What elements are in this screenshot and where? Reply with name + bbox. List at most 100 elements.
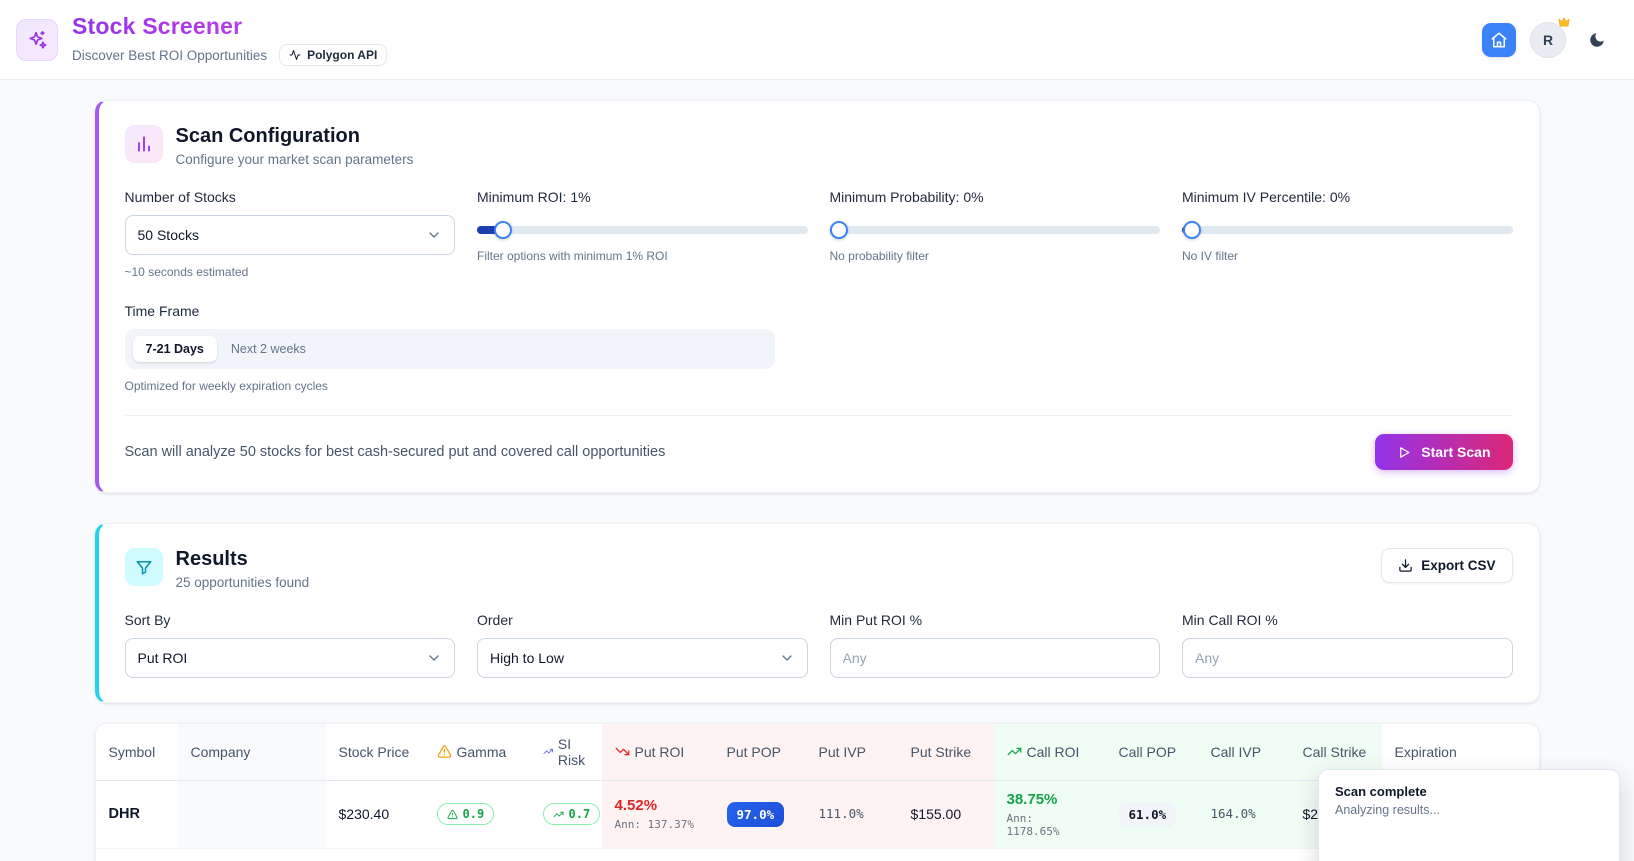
home-icon	[1491, 32, 1507, 47]
sort-by-label: Sort By	[124, 612, 171, 628]
col-header-put-pop: Put POP	[713, 724, 806, 781]
min-iv-slider-track[interactable]	[1182, 221, 1513, 239]
trending-down-icon	[615, 748, 629, 756]
warning-triangle-icon	[446, 809, 458, 819]
timeframe-hint: Optimized for weekly expiration cycles	[124, 379, 328, 393]
stocks-label: Number of Stocks	[124, 189, 236, 205]
results-header: Results 25 opportunities found Export CS…	[124, 548, 1513, 590]
timeframe-section: Time Frame 7-21 Days Next 2 weeks Optimi…	[124, 303, 1513, 393]
results-table: Symbol Company Stock Price Gamma SI Risk	[95, 724, 1539, 849]
scan-card-subtitle: Configure your market scan parameters	[175, 152, 414, 167]
call-roi-value: 38.75%	[1006, 790, 1058, 808]
order-select[interactable]: High to Low	[477, 638, 808, 678]
si-risk-badge: 0.7	[542, 803, 601, 825]
min-probability-label: Minimum Probability: 0%	[829, 189, 984, 205]
col-header-put-roi: Put ROI	[601, 724, 714, 781]
col-header-gamma: Gamma	[423, 724, 530, 781]
avatar[interactable]: R	[1530, 17, 1570, 58]
filter-order: Order High to Low	[477, 612, 808, 678]
call-roi-annualized: Ann: 1178.65%	[1006, 811, 1060, 838]
stocks-hint: ~10 seconds estimated	[124, 265, 249, 279]
play-icon	[1400, 446, 1410, 458]
avatar-initial: R	[1542, 31, 1554, 48]
start-scan-label: Start Scan	[1421, 444, 1491, 460]
min-roi-slider[interactable]	[477, 221, 808, 239]
put-roi-value: 4.52%	[614, 797, 658, 814]
crown-icon	[1557, 15, 1571, 32]
cell-put-strike: $155.00	[897, 780, 994, 849]
warning-triangle-icon	[437, 745, 451, 758]
col-header-call-ivp: Call IVP	[1197, 724, 1290, 781]
toast-title: Scan complete	[1335, 784, 1427, 799]
subtitle-row: Discover Best ROI Opportunities Polygon …	[72, 44, 388, 66]
put-roi-annualized: Ann: 137.37%	[614, 818, 694, 831]
cell-symbol: DHR	[95, 780, 178, 849]
min-roi-hint: Filter options with minimum 1% ROI	[477, 249, 668, 263]
trending-up-icon	[542, 749, 553, 755]
dark-mode-toggle[interactable]	[1580, 23, 1614, 57]
min-iv-label: Minimum IV Percentile: 0%	[1182, 189, 1351, 205]
app-header: Stock Screener Discover Best ROI Opportu…	[0, 0, 1634, 80]
gamma-badge: 0.9	[436, 803, 495, 825]
min-roi-slider-track[interactable]	[477, 221, 808, 239]
toast-notification[interactable]: Scan complete Analyzing results...	[1318, 769, 1620, 861]
table-header-row: Symbol Company Stock Price Gamma SI Risk	[95, 724, 1539, 781]
cell-call-pop: 61.0%	[1105, 780, 1198, 849]
put-pop-badge: 97.0%	[726, 801, 785, 827]
activity-icon	[289, 50, 301, 60]
min-probability-slider[interactable]	[829, 221, 1160, 239]
min-iv-slider-thumb[interactable]	[1182, 221, 1201, 239]
moon-icon	[1590, 32, 1604, 47]
min-call-roi-label: Min Call ROI %	[1182, 612, 1278, 628]
min-roi-slider-thumb[interactable]	[494, 221, 513, 239]
start-scan-button[interactable]: Start Scan	[1375, 434, 1513, 470]
sort-by-select[interactable]: Put ROI	[124, 638, 455, 678]
table-row[interactable]: DHR $230.40 0.9 0.7	[95, 780, 1539, 849]
cell-put-pop: 97.0%	[713, 780, 806, 849]
col-header-si-risk: SI Risk	[529, 724, 602, 781]
min-probability-hint: No probability filter	[829, 249, 929, 263]
min-roi-slider-fill	[477, 226, 504, 234]
min-iv-slider[interactable]	[1182, 221, 1513, 239]
filter-min-put-roi: Min Put ROI %	[829, 612, 1160, 678]
filter-sort-by: Sort By Put ROI	[124, 612, 455, 678]
col-header-call-pop: Call POP	[1105, 724, 1198, 781]
timeframe-option-7-21-days[interactable]: 7-21 Days	[132, 336, 217, 362]
field-number-of-stocks: Number of Stocks 50 Stocks ~10 seconds e…	[124, 189, 455, 279]
export-csv-button[interactable]: Export CSV	[1381, 548, 1513, 583]
results-filters: Sort By Put ROI Order High to Low Min Pu…	[124, 612, 1513, 678]
page-subtitle: Discover Best ROI Opportunities	[72, 47, 268, 63]
sparkles-icon	[29, 30, 47, 49]
export-csv-label: Export CSV	[1421, 558, 1496, 573]
cell-put-ivp: 111.0%	[805, 780, 898, 849]
chevron-down-icon	[781, 655, 792, 661]
min-probability-slider-track[interactable]	[829, 221, 1160, 239]
stocks-select-value: 50 Stocks	[137, 227, 199, 243]
filter-min-call-roi: Min Call ROI %	[1182, 612, 1513, 678]
min-probability-slider-thumb[interactable]	[830, 221, 849, 239]
timeframe-label: Time Frame	[124, 303, 200, 319]
min-put-roi-input[interactable]	[829, 638, 1160, 678]
timeframe-description: Next 2 weeks	[230, 342, 306, 356]
header-brand: Stock Screener Discover Best ROI Opportu…	[16, 13, 388, 66]
min-call-roi-input[interactable]	[1182, 638, 1513, 678]
trending-up-icon	[1007, 748, 1021, 756]
sort-by-value: Put ROI	[137, 650, 188, 666]
col-header-put-ivp: Put IVP	[805, 724, 898, 781]
col-header-company: Company	[177, 724, 326, 781]
order-value: High to Low	[490, 650, 564, 666]
results-table-card: Symbol Company Stock Price Gamma SI Risk	[94, 723, 1540, 861]
col-header-symbol: Symbol	[95, 724, 178, 781]
home-button[interactable]	[1482, 22, 1516, 57]
min-roi-label: Minimum ROI: 1%	[477, 189, 591, 205]
chevron-down-icon	[429, 232, 439, 238]
scan-card-header: Scan Configuration Configure your market…	[124, 125, 1513, 167]
col-header-call-roi: Call ROI	[993, 724, 1106, 781]
stocks-select[interactable]: 50 Stocks	[124, 215, 455, 255]
header-actions: R	[1482, 17, 1614, 58]
app-logo	[16, 18, 58, 61]
trending-up-icon	[552, 811, 564, 817]
cell-si-risk: 0.7	[529, 780, 602, 849]
scan-note: Scan will analyze 50 stocks for best cas…	[124, 444, 666, 460]
min-put-roi-label: Min Put ROI %	[829, 612, 923, 628]
